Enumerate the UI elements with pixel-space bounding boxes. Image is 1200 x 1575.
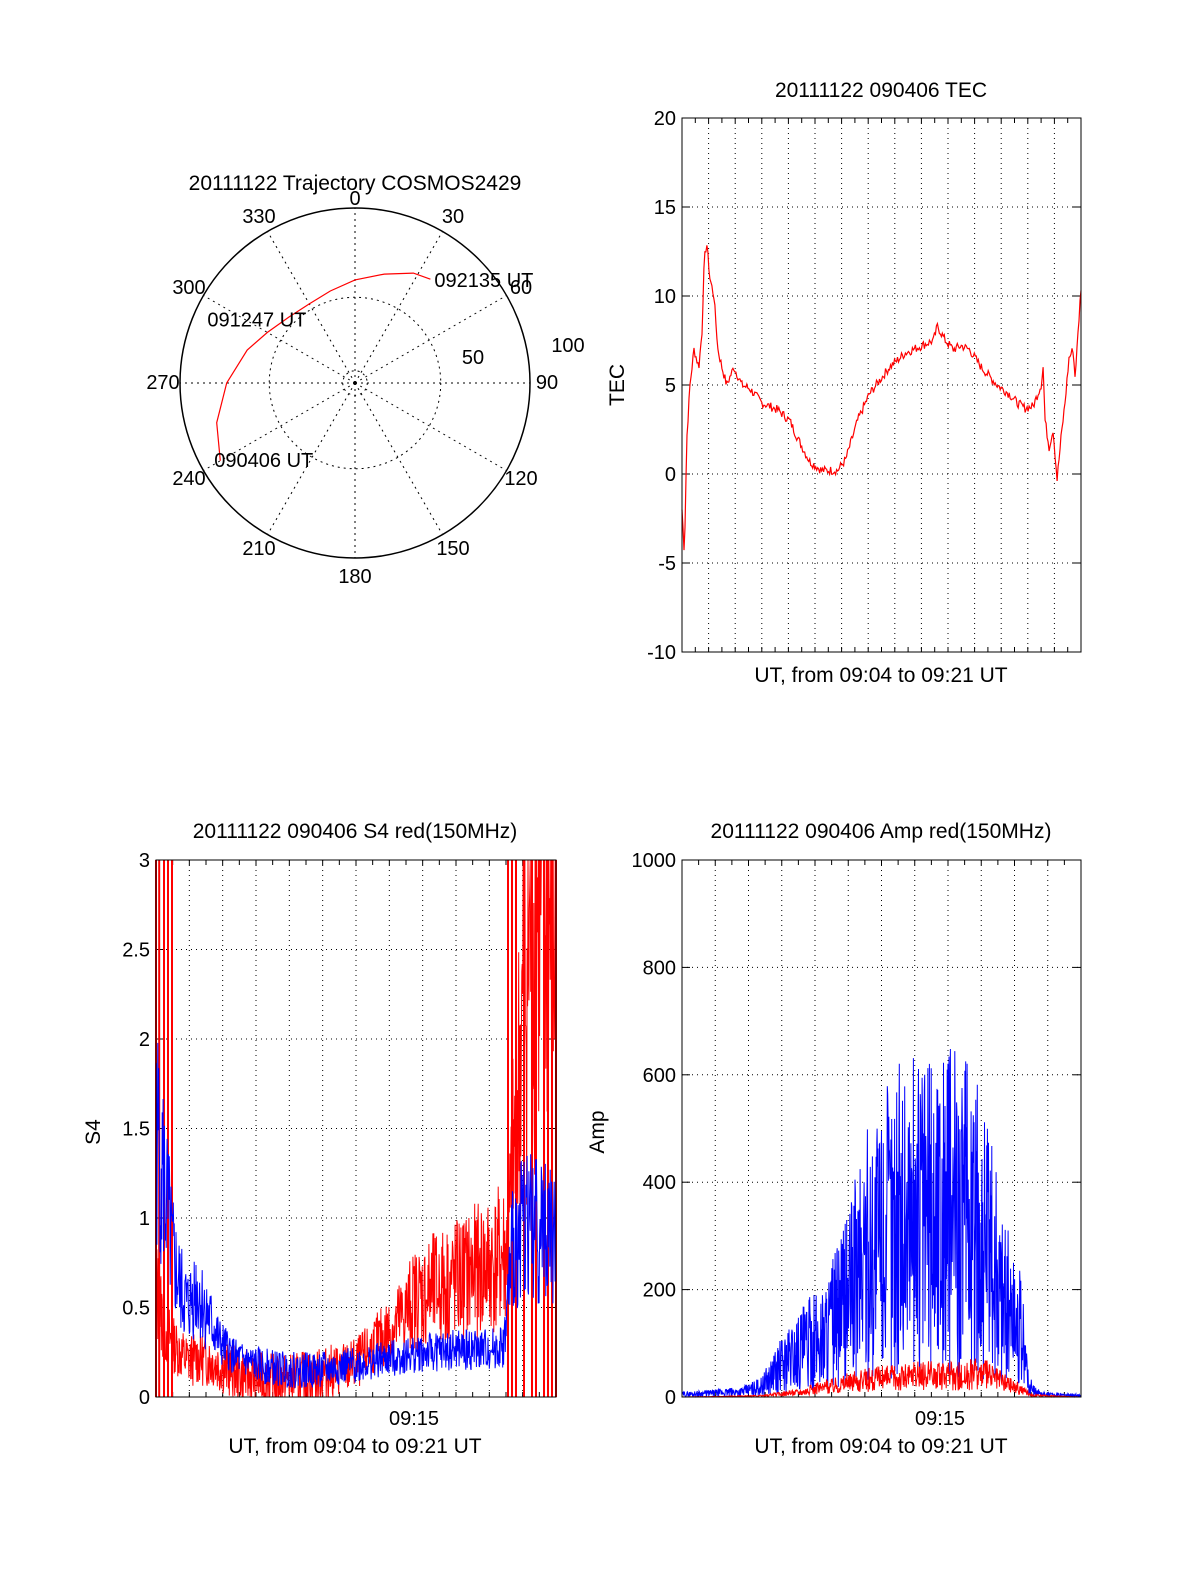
trajectory-time-label: 091247 UT <box>207 309 306 331</box>
polar-radial-label: 50 <box>462 347 484 369</box>
amp-xlabel: UT, from 09:04 to 09:21 UT <box>754 1435 1007 1458</box>
y-tick-label: 400 <box>643 1172 676 1194</box>
polar-angle-label: 210 <box>242 538 275 560</box>
amp-y-ticks: 0 200 400 600 800 1000 <box>632 850 677 1409</box>
polar-plot: 20111122 Trajectory COSMOS2429 0 30 60 90 12… <box>146 172 584 588</box>
s4-plot: 20111122 090406 S4 red(150MHz) 0 0.5 1 1.5 2… <box>82 820 557 1458</box>
y-tick-label: 200 <box>643 1280 676 1302</box>
y-tick-label: 5 <box>665 375 676 397</box>
tec-title: 20111122 090406 TEC <box>775 79 987 102</box>
s4-red-line <box>155 859 557 1398</box>
tec-axes-frame <box>681 117 1082 653</box>
tec-ylabel: TEC <box>606 364 629 406</box>
polar-spoke <box>267 231 356 384</box>
s4-blue-line <box>155 1042 557 1389</box>
s4-ylabel: S4 <box>82 1119 105 1145</box>
trajectory-time-label: 092135 UT <box>434 270 533 292</box>
y-tick-label: 0 <box>665 1387 676 1409</box>
polar-angle-labels: 0 30 60 90 120 150 180 210 240 270 300 330 <box>146 188 558 588</box>
y-tick-label: 0.5 <box>122 1298 150 1320</box>
y-tick-label: 15 <box>654 197 676 219</box>
polar-angle-label: 300 <box>172 277 205 299</box>
y-tick-label: 2 <box>139 1029 150 1051</box>
amp-plot: 20111122 090406 Amp red(150MHz) 0 200 400 6… <box>586 820 1082 1458</box>
y-tick-label: 3 <box>139 850 150 872</box>
trajectory-labels: 092135 UT 091247 UT 090406 UT <box>207 270 533 472</box>
polar-angle-label: 240 <box>172 468 205 490</box>
s4-xtick-label: 09:15 <box>389 1408 439 1430</box>
y-tick-label: 0 <box>665 464 676 486</box>
polar-title: 20111122 Trajectory COSMOS2429 <box>189 172 522 195</box>
polar-spoke <box>354 382 507 471</box>
tec-plot: 20111122 090406 TEC -10 -5 0 5 10 15 20 TEC UT… <box>606 79 1082 687</box>
s4-y-ticks: 0 0.5 1 1.5 2 2.5 3 <box>122 850 150 1409</box>
polar-angle-label: 180 <box>338 566 371 588</box>
y-tick-label: 10 <box>654 286 676 308</box>
y-tick-label: 600 <box>643 1065 676 1087</box>
polar-radial-label: 100 <box>551 335 584 357</box>
polar-angle-label: 30 <box>442 206 464 228</box>
trajectory-line <box>216 272 431 461</box>
polar-angle-label: 150 <box>436 538 469 560</box>
y-tick-label: 1.5 <box>122 1119 150 1141</box>
polar-spoke <box>354 382 443 535</box>
polar-spoke <box>203 382 356 471</box>
polar-angle-label: 270 <box>146 372 179 394</box>
polar-spoke <box>267 382 356 535</box>
polar-angle-label: 120 <box>504 468 537 490</box>
y-tick-label: 1000 <box>632 850 677 872</box>
tec-series-line <box>681 245 1082 551</box>
polar-angle-label: 60 <box>510 277 532 299</box>
polar-grid <box>179 207 531 559</box>
s4-xlabel: UT, from 09:04 to 09:21 UT <box>228 1435 481 1458</box>
y-tick-label: 800 <box>643 957 676 979</box>
amp-ylabel: Amp <box>586 1110 609 1153</box>
tec-xlabel: UT, from 09:04 to 09:21 UT <box>754 664 1007 687</box>
y-tick-label: 1 <box>139 1208 150 1230</box>
polar-angle-label: 0 <box>349 188 360 210</box>
amp-xtick-label: 09:15 <box>915 1408 965 1430</box>
y-tick-label: -5 <box>658 553 676 575</box>
amp-title: 20111122 090406 Amp red(150MHz) <box>711 820 1052 843</box>
tec-grid <box>681 117 1082 653</box>
polar-spoke <box>354 295 507 384</box>
polar-angle-label: 330 <box>242 206 275 228</box>
y-tick-label: 20 <box>654 108 676 130</box>
polar-spoke <box>203 295 356 384</box>
amp-blue-line <box>681 1048 1082 1399</box>
polar-spoke <box>354 231 443 384</box>
y-tick-label: 0 <box>139 1387 150 1409</box>
tec-y-ticks: -10 -5 0 5 10 15 20 <box>647 108 676 664</box>
y-tick-label: -10 <box>647 642 676 664</box>
s4-title: 20111122 090406 S4 red(150MHz) <box>193 820 518 843</box>
polar-radial-labels: 50 100 <box>462 335 585 369</box>
trajectory-time-label: 090406 UT <box>214 450 313 472</box>
s4-axes-frame <box>155 859 557 1398</box>
y-tick-label: 2.5 <box>122 940 150 962</box>
amp-grid <box>681 859 1082 1398</box>
amp-axes-frame <box>681 859 1082 1398</box>
polar-angle-label: 90 <box>536 372 558 394</box>
